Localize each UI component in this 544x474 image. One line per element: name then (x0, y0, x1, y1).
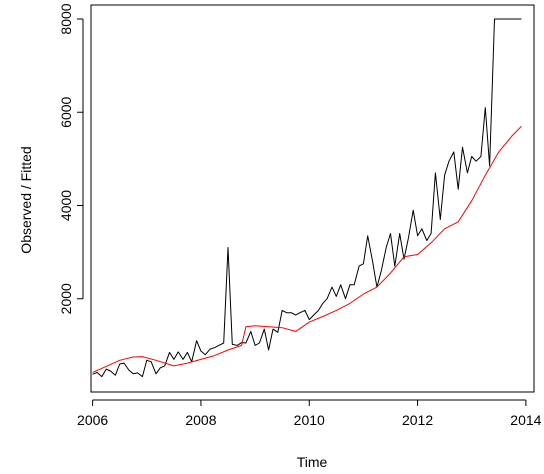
x-tick-label: 2014 (510, 412, 541, 428)
y-axis: 2000 4000 6000 8000 (58, 3, 84, 314)
x-tick-label: 2006 (77, 412, 108, 428)
x-axis: 2006 2008 2010 2012 2014 (77, 399, 542, 428)
x-tick-label: 2010 (294, 412, 325, 428)
x-axis-title: Time (297, 454, 328, 470)
y-tick-label: 4000 (58, 190, 74, 221)
series-group (92, 18, 522, 378)
y-tick-label: 6000 (58, 96, 74, 127)
observed-series-line (92, 18, 522, 378)
y-axis-title: Observed / Fitted (18, 146, 34, 253)
fitted-series-line (92, 125, 522, 373)
x-tick-label: 2012 (402, 412, 433, 428)
y-tick-label: 8000 (58, 3, 74, 34)
plot-frame (90, 4, 535, 393)
x-tick-label: 2008 (185, 412, 216, 428)
y-tick-label: 2000 (58, 283, 74, 314)
